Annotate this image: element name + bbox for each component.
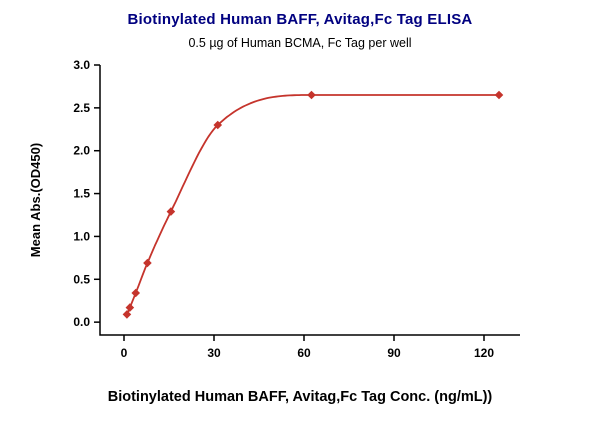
y-tick-label: 0.0 [73, 315, 90, 329]
x-tick-label: 120 [474, 346, 494, 360]
y-tick-label: 0.5 [73, 272, 90, 286]
y-tick-label: 1.0 [73, 229, 90, 243]
x-tick-label: 0 [121, 346, 128, 360]
data-point-marker [143, 258, 152, 268]
x-tick-label: 60 [297, 346, 311, 360]
elisa-plot-canvas: Mean Abs.(OD450) 0 30 60 90 120 0.0 0.5 1.0 1.5 2… [28, 58, 520, 360]
y-tick-label: 1.5 [73, 187, 90, 201]
y-axis-label: Mean Abs.(OD450) [28, 143, 43, 257]
data-point-marker [307, 90, 316, 100]
data-point-marker [131, 288, 141, 298]
data-point-marker [494, 90, 504, 100]
y-tick-label: 3.0 [73, 58, 90, 72]
data-point-marker [213, 120, 223, 130]
axes-line [99, 65, 520, 336]
fit-curve [126, 94, 499, 315]
x-tick-label: 90 [387, 346, 401, 360]
data-point-marker [122, 310, 132, 319]
chart-title: Biotinylated Human BAFF, Avitag,Fc Tag E… [127, 11, 473, 28]
x-tick-label: 30 [207, 346, 221, 360]
data-point-marker [166, 207, 176, 216]
data-point-marker [125, 303, 135, 312]
chart-subtitle: 0.5 µg of Human BCMA, Fc Tag per well [188, 36, 412, 50]
y-tick-label: 2.0 [73, 144, 90, 158]
y-tick-label: 2.5 [73, 101, 90, 115]
x-axis-label: Biotinylated Human BAFF, Avitag,Fc Tag C… [107, 389, 493, 405]
